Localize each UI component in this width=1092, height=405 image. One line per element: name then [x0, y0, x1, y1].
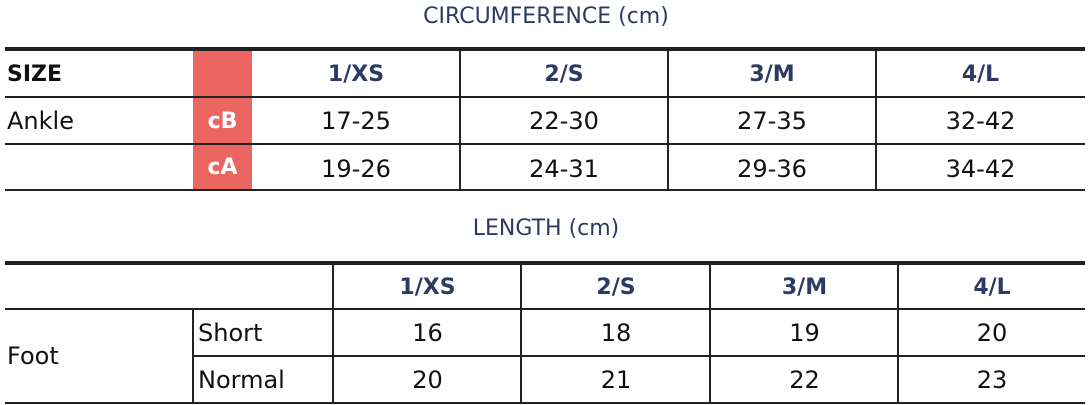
divider: [897, 265, 899, 403]
divider: [5, 308, 1085, 310]
measure-tag: cB: [207, 108, 238, 134]
table-cell: 27-35: [737, 107, 807, 135]
divider: [332, 265, 334, 403]
accent-column: [193, 51, 252, 190]
divider: [459, 51, 461, 190]
measure-tag: cA: [207, 155, 238, 180]
size-header: 2/S: [596, 274, 636, 300]
divider: [5, 47, 1085, 51]
divider: [5, 96, 1085, 98]
divider: [520, 265, 522, 403]
circumference-title: CIRCUMFERENCE (cm): [423, 4, 669, 29]
table-cell: 20: [976, 319, 1008, 347]
divider: [192, 309, 194, 403]
size-label: SIZE: [7, 61, 63, 87]
table-cell: 34-42: [945, 155, 1016, 183]
body-part-label: Foot: [7, 342, 59, 370]
table-cell: 19-26: [321, 155, 391, 183]
table-cell: 21: [600, 366, 632, 394]
divider: [5, 261, 1085, 265]
table-cell: 17-25: [321, 107, 391, 135]
divider: [709, 265, 711, 403]
table-cell: 29-36: [737, 155, 807, 183]
divider: [875, 51, 877, 190]
divider: [193, 355, 1085, 357]
size-header: 3/M: [781, 274, 828, 300]
divider: [5, 189, 1085, 191]
table-cell: 16: [412, 319, 443, 347]
size-header: 2/S: [544, 61, 584, 87]
size-header: 1/XS: [327, 61, 385, 87]
table-cell: 20: [412, 366, 443, 394]
table-cell: 32-42: [945, 107, 1016, 135]
table-cell: 24-31: [529, 155, 599, 183]
size-header: 1/XS: [399, 274, 456, 300]
table-cell: 22-30: [529, 107, 599, 135]
table-cell: 23: [976, 366, 1008, 394]
table-cell: 18: [600, 319, 632, 347]
divider: [667, 51, 669, 190]
table-cell: 22: [789, 366, 820, 394]
size-header: 4/L: [973, 274, 1011, 300]
divider: [5, 143, 1085, 145]
table-cell: 19: [789, 319, 820, 347]
size-header: 3/M: [749, 61, 795, 87]
divider: [5, 402, 1085, 404]
row-label: Normal: [198, 366, 285, 394]
size-header: 4/L: [961, 61, 1000, 87]
row-label: Short: [198, 319, 263, 347]
body-part-label: Ankle: [7, 107, 74, 135]
length-title: LENGTH (cm): [472, 216, 620, 241]
